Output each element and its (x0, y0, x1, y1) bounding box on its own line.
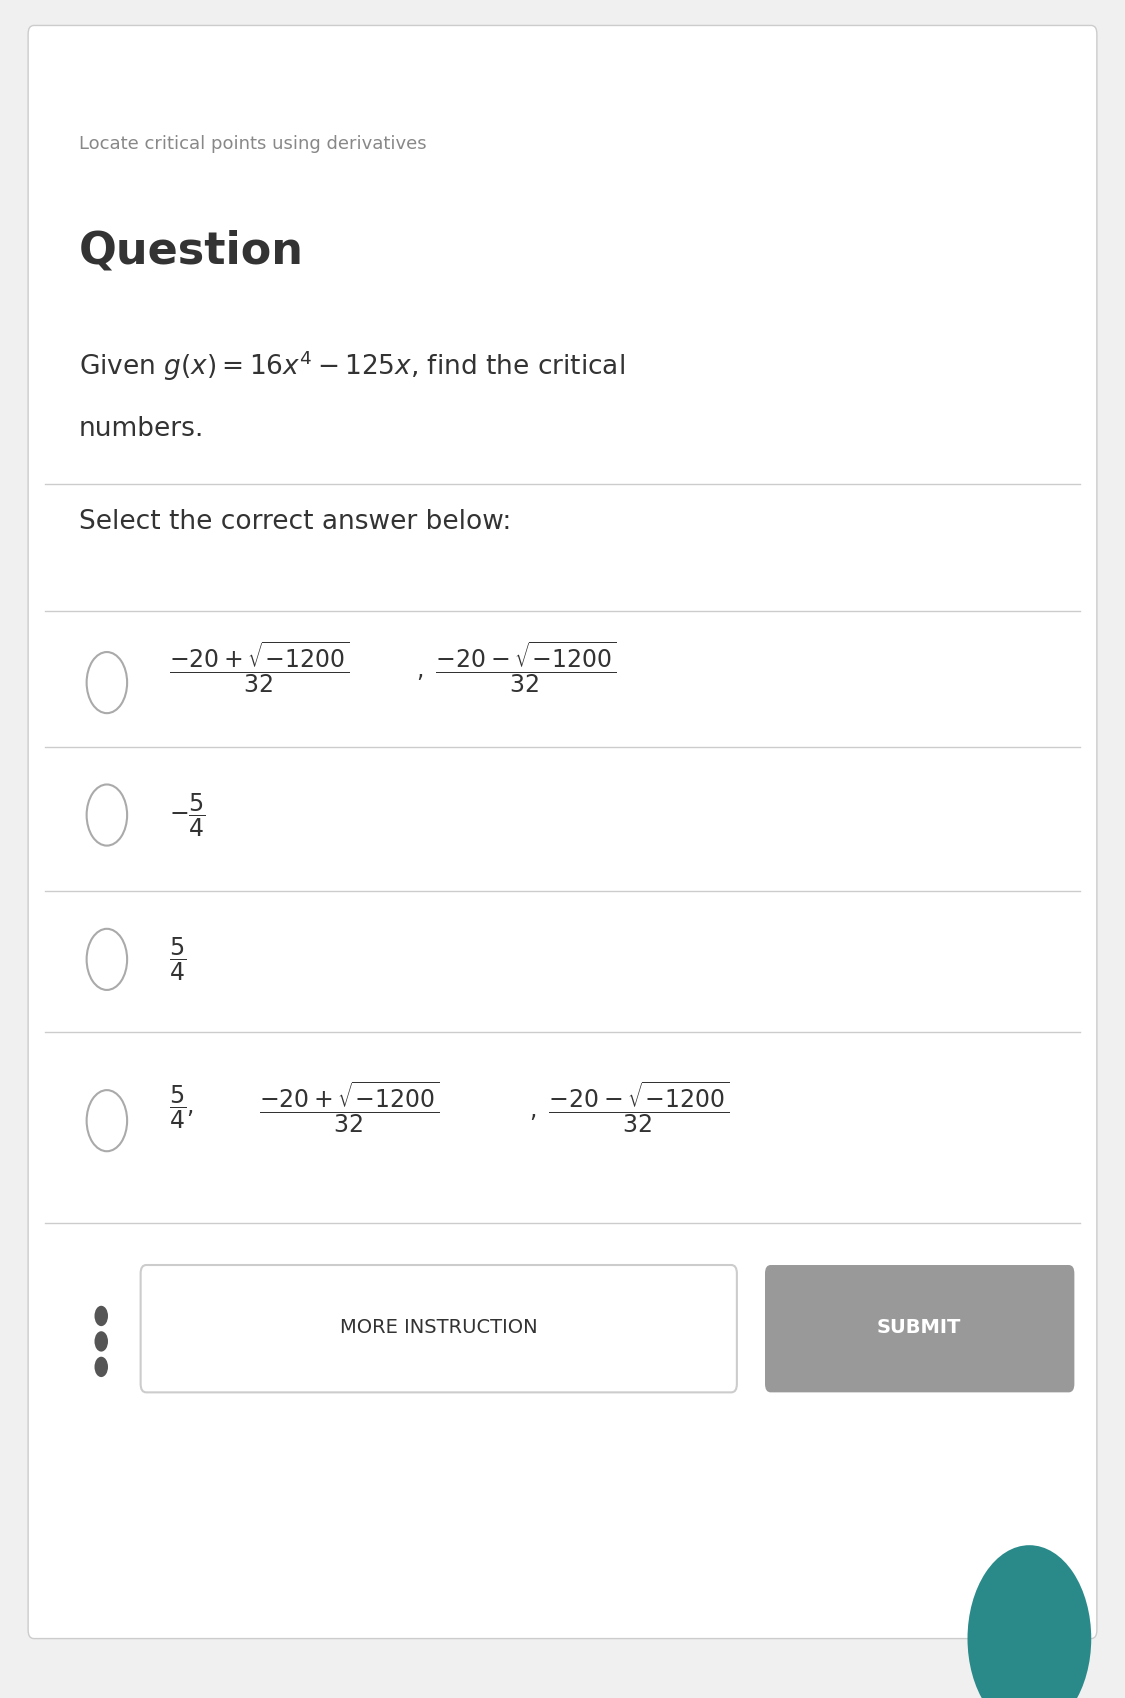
Text: $\dfrac{5}{4}$: $\dfrac{5}{4}$ (169, 936, 186, 983)
Circle shape (94, 1331, 108, 1352)
Text: $,\ \dfrac{-20-\sqrt{-1200}}{32}$: $,\ \dfrac{-20-\sqrt{-1200}}{32}$ (416, 640, 616, 694)
Text: Question: Question (79, 229, 304, 272)
Text: Select the correct answer below:: Select the correct answer below: (79, 509, 511, 535)
Text: MORE INSTRUCTION: MORE INSTRUCTION (340, 1318, 538, 1338)
Text: $\dfrac{-20+\sqrt{-1200}}{32}$: $\dfrac{-20+\sqrt{-1200}}{32}$ (169, 640, 349, 694)
Circle shape (94, 1357, 108, 1377)
Text: Locate critical points using derivatives: Locate critical points using derivatives (79, 134, 426, 153)
Text: $-\dfrac{5}{4}$: $-\dfrac{5}{4}$ (169, 791, 206, 839)
Text: $\dfrac{-20+\sqrt{-1200}}{32}$: $\dfrac{-20+\sqrt{-1200}}{32}$ (259, 1080, 439, 1134)
Text: $\dfrac{5}{4}$,: $\dfrac{5}{4}$, (169, 1083, 194, 1131)
Circle shape (968, 1545, 1091, 1698)
FancyBboxPatch shape (141, 1265, 737, 1392)
Text: Given $g(x) = 16x^4 - 125x$, find the critical: Given $g(x) = 16x^4 - 125x$, find the cr… (79, 348, 624, 382)
Text: $,\ \dfrac{-20-\sqrt{-1200}}{32}$: $,\ \dfrac{-20-\sqrt{-1200}}{32}$ (529, 1080, 729, 1134)
FancyBboxPatch shape (765, 1265, 1074, 1392)
Text: numbers.: numbers. (79, 416, 204, 441)
Circle shape (94, 1306, 108, 1326)
Text: SUBMIT: SUBMIT (878, 1318, 962, 1338)
FancyBboxPatch shape (28, 25, 1097, 1639)
